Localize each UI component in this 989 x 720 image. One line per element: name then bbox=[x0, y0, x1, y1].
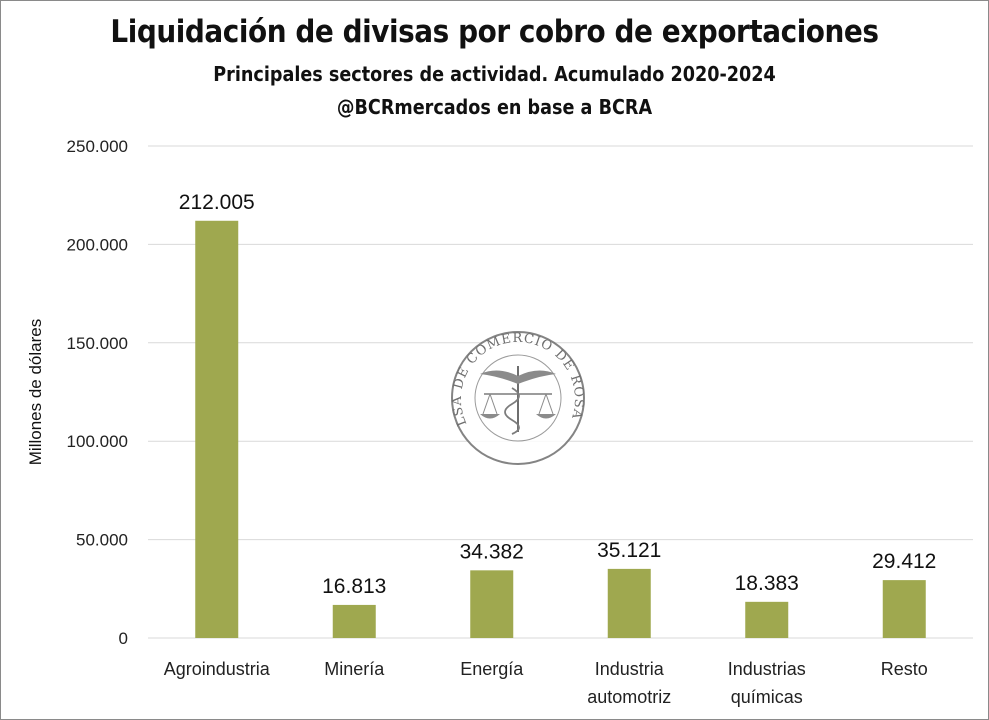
chart-subtitle: Principales sectores de actividad. Acumu… bbox=[213, 62, 776, 86]
bar bbox=[470, 570, 514, 638]
y-tick-label: 100.000 bbox=[67, 432, 128, 451]
data-label: 34.382 bbox=[460, 540, 524, 563]
gridlines bbox=[148, 145, 973, 639]
bars: 212.005 16.813 34.382 35.121 18.383 29.412 bbox=[179, 191, 936, 638]
chart-source: @BCRmercados en base a BCRA bbox=[336, 95, 653, 119]
y-tick-label: 250.000 bbox=[67, 137, 128, 156]
x-tick-label: Energía bbox=[460, 659, 524, 679]
data-label: 18.383 bbox=[735, 572, 799, 595]
data-label: 35.121 bbox=[597, 539, 661, 562]
chart-title: Liquidación de divisas por cobro de expo… bbox=[110, 14, 879, 50]
y-tick-label: 0 bbox=[119, 629, 128, 648]
x-tick-label: Industria bbox=[595, 659, 665, 679]
data-label: 212.005 bbox=[179, 191, 255, 214]
x-tick-label: Resto bbox=[881, 659, 928, 679]
data-label: 16.813 bbox=[322, 575, 386, 598]
x-tick-label: Agroindustria bbox=[164, 659, 271, 679]
bar bbox=[745, 601, 789, 638]
x-tick-label: Industrias bbox=[728, 659, 806, 679]
y-tick-label: 150.000 bbox=[67, 334, 128, 353]
x-axis-ticks: Agroindustria Minería Energía Industria auto… bbox=[164, 659, 928, 707]
y-tick-label: 50.000 bbox=[76, 531, 128, 550]
x-tick-label: químicas bbox=[731, 687, 803, 707]
x-tick-label: automotriz bbox=[587, 687, 671, 707]
bar bbox=[332, 604, 376, 638]
x-tick-label: Minería bbox=[324, 659, 385, 679]
y-tick-label: 200.000 bbox=[67, 235, 128, 254]
bar bbox=[607, 568, 651, 638]
y-axis-label: Millones de dólares bbox=[26, 319, 45, 465]
bar bbox=[195, 220, 239, 638]
bolsa-comercio-rosario-seal-icon: BOLSA DE COMERCIO DE ROSARIO bbox=[0, 0, 585, 465]
y-axis-ticks: 0 50.000 100.000 150.000 200.000 250.000 bbox=[67, 137, 128, 648]
bar bbox=[882, 580, 926, 638]
data-label: 29.412 bbox=[872, 550, 936, 573]
